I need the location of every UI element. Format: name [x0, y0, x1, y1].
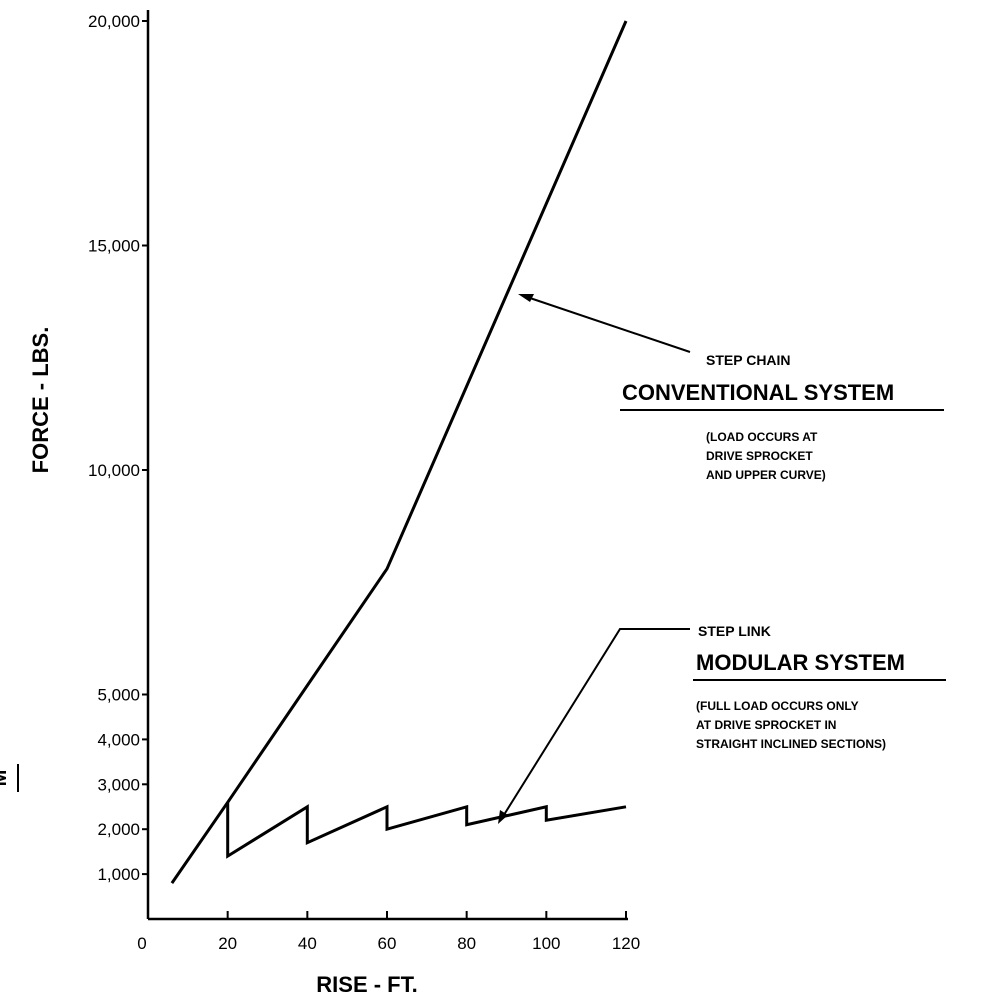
conventional-label-small: STEP CHAIN: [706, 352, 791, 368]
conventional-note-3: AND UPPER CURVE): [706, 468, 826, 482]
y-tick-label: 20,000: [88, 12, 140, 31]
x-tick-label: 40: [298, 934, 317, 953]
stray-margin-letter: M: [0, 770, 11, 787]
modular-leader-line: [501, 628, 690, 819]
y-tick-label: 15,000: [88, 237, 140, 256]
x-tick-label: 100: [532, 934, 560, 953]
y-tick-label: 10,000: [88, 461, 140, 480]
y-tick-label: 2,000: [97, 820, 140, 839]
modular-arrowhead: [498, 810, 508, 824]
x-ticks: 0 20 40 60 80 100 120: [137, 911, 640, 953]
modular-label-big: MODULAR SYSTEM: [696, 650, 905, 675]
conventional-label-big: CONVENTIONAL SYSTEM: [622, 380, 894, 405]
series-layer: [170, 20, 628, 884]
y-ticks: 1,000 2,000 3,000 4,000 5,000 10,000 15,000 20,…: [88, 12, 148, 884]
conventional-note-2: DRIVE SPROCKET: [706, 449, 813, 463]
x-tick-label: 80: [457, 934, 476, 953]
modular-label-small: STEP LINK: [698, 623, 771, 639]
modular-annotation: STEP LINK MODULAR SYSTEM (FULL LOAD OCCU…: [498, 623, 946, 824]
y-tick-label: 4,000: [97, 730, 140, 749]
conventional-system-line: [170, 20, 628, 884]
modular-note-3: STRAIGHT INCLINED SECTIONS): [696, 737, 886, 751]
x-tick-label: 20: [218, 934, 237, 953]
conventional-arrowhead: [518, 294, 534, 302]
x-axis-title: RISE - FT.: [316, 972, 417, 997]
y-axis-title: FORCE - LBS.: [28, 327, 53, 474]
conventional-note-1: (LOAD OCCURS AT: [706, 430, 818, 444]
x-tick-label: 0: [137, 934, 146, 953]
y-tick-label: 3,000: [97, 775, 140, 794]
modular-system-line: [226, 802, 627, 859]
x-tick-label: 120: [612, 934, 640, 953]
x-tick-label: 60: [378, 934, 397, 953]
modular-note-2: AT DRIVE SPROCKET IN: [696, 718, 836, 732]
conventional-leader-line: [523, 295, 691, 353]
y-tick-label: 1,000: [97, 865, 140, 884]
modular-note-1: (FULL LOAD OCCURS ONLY: [696, 699, 859, 713]
conventional-annotation: STEP CHAIN CONVENTIONAL SYSTEM (LOAD OCC…: [518, 294, 944, 482]
y-tick-label: 5,000: [97, 686, 140, 705]
